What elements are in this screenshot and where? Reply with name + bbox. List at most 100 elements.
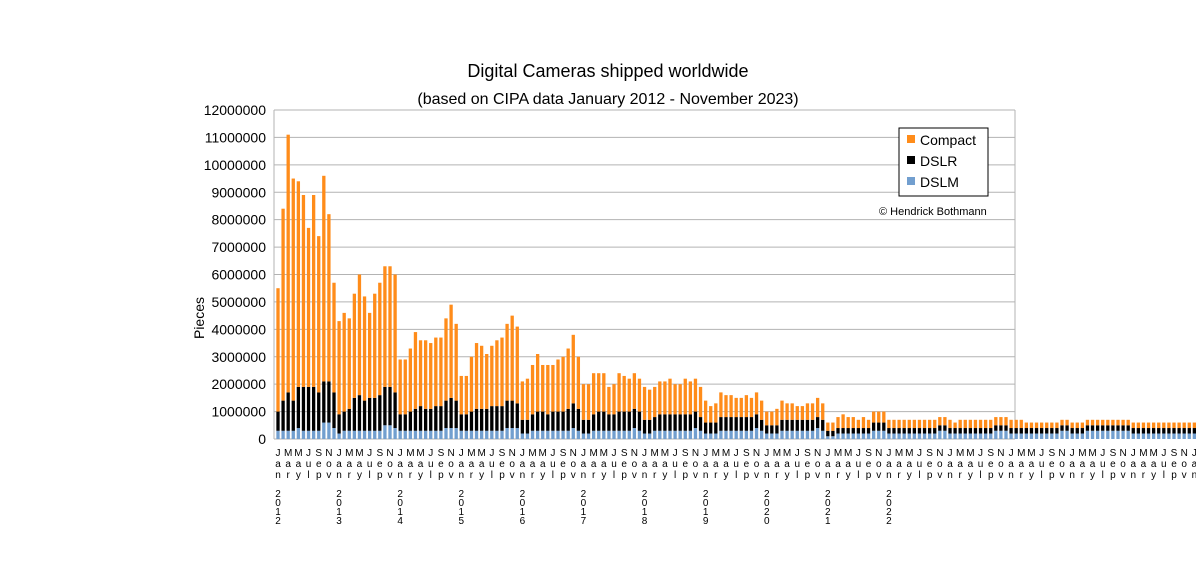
bar-compact <box>912 419 917 429</box>
bar-dslr <box>851 428 855 434</box>
bar-compact <box>1034 422 1039 429</box>
bar-compact <box>724 395 728 418</box>
bar-dslr <box>887 428 891 434</box>
bar-dslm <box>1192 433 1196 439</box>
bar-dslm <box>693 428 698 439</box>
bar-compact <box>413 332 418 409</box>
bar-dslm <box>429 430 433 439</box>
bar-dslm <box>1095 430 1100 439</box>
bar-compact <box>418 340 423 407</box>
bar-compact <box>311 194 316 387</box>
bar-dslr <box>357 395 362 431</box>
bar-dslm <box>306 430 311 439</box>
bar-dslm <box>1014 433 1018 439</box>
bar-compact <box>1095 419 1100 426</box>
bar-dslr <box>719 417 723 431</box>
bar-dslm <box>1116 430 1120 439</box>
bar-dslr <box>556 411 560 431</box>
bar-compact <box>1080 422 1085 429</box>
bar-compact <box>276 288 280 412</box>
bar-dslm <box>729 430 733 439</box>
bar-dslm <box>586 433 591 439</box>
bar-dslr <box>413 408 418 431</box>
bar-dslm <box>642 433 647 439</box>
bar-dslm <box>795 430 799 439</box>
bar-dslr <box>439 406 443 431</box>
y-tick-label: 12000000 <box>204 102 267 118</box>
bar-dslm <box>474 430 479 439</box>
bar-compact <box>668 378 672 415</box>
bar-compact <box>805 403 810 420</box>
bar-dslm <box>810 430 815 439</box>
bar-compact <box>663 381 667 415</box>
bar-dslm <box>821 430 825 439</box>
bar-compact <box>790 403 794 420</box>
bar-compact <box>968 419 973 429</box>
bar-dslr <box>586 419 591 434</box>
bar-dslr <box>1146 428 1151 434</box>
bar-dslr <box>327 381 331 423</box>
bar-dslr <box>1111 425 1115 431</box>
bar-dslr <box>861 428 866 434</box>
bar-compact <box>398 359 402 415</box>
bars <box>276 134 1196 439</box>
bar-compact <box>434 337 438 407</box>
bar-dslm <box>327 422 331 439</box>
bar-dslr <box>1187 428 1191 434</box>
bar-dslm <box>1060 430 1064 439</box>
bar-dslr <box>846 428 850 434</box>
bar-compact <box>1151 422 1156 429</box>
bar-compact <box>612 384 616 415</box>
bar-dslm <box>938 430 942 439</box>
bar-dslr <box>698 417 703 431</box>
bar-dslm <box>658 430 662 439</box>
bar-dslr <box>378 395 382 431</box>
bar-dslr <box>1116 425 1120 431</box>
bar-compact <box>693 378 698 412</box>
bar-compact <box>1192 422 1196 429</box>
bar-dslm <box>1045 433 1049 439</box>
bar-dslm <box>826 436 830 439</box>
chart-subtitle: (based on CIPA data January 2012 - Novem… <box>417 91 798 108</box>
bar-compact <box>459 375 463 415</box>
bar-dslr <box>826 430 830 437</box>
bar-compact <box>780 400 784 420</box>
bar-dslr <box>790 419 794 431</box>
bar-dslm <box>413 430 418 439</box>
bar-dslr <box>754 414 759 429</box>
bar-dslr <box>1121 425 1125 431</box>
bar-dslr <box>871 422 876 431</box>
bar-dslm <box>1085 430 1090 439</box>
bar-dslm <box>378 430 382 439</box>
bar-dslr <box>785 419 789 431</box>
bar-compact <box>734 397 738 418</box>
bar-compact <box>1050 422 1054 429</box>
bar-dslm <box>892 433 896 439</box>
bar-compact <box>642 386 647 420</box>
bar-dslr <box>459 414 463 431</box>
y-axis-ticks: 0 1000000 2000000 3000000 4000000 5000000 6000… <box>204 102 267 447</box>
bar-compact <box>296 181 301 387</box>
bar-dslm <box>423 430 428 439</box>
bar-dslr <box>663 414 667 431</box>
bar-compact <box>882 411 886 423</box>
bar-dslm <box>367 430 372 439</box>
bar-compact <box>709 406 713 423</box>
